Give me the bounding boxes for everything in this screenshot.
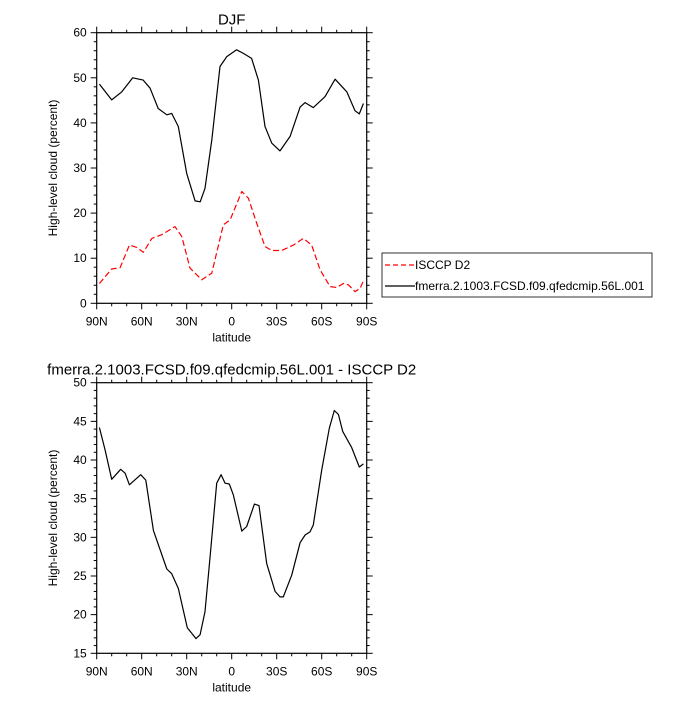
plot-frame [96, 382, 368, 654]
y-tick-label: 40 [73, 453, 87, 467]
series-line-model [98, 409, 364, 640]
y-tick-label: 45 [73, 414, 87, 428]
y-axis-label: High-level cloud (percent) [46, 450, 60, 587]
y-tick-label: 0 [80, 296, 87, 310]
x-tick-label: 60S [311, 314, 332, 328]
x-tick-label: 0 [228, 314, 235, 328]
y-tick-label: 25 [73, 569, 87, 583]
legend: ISCCP D2 fmerra.2.1003.FCSD.f09.qfedcmip… [381, 252, 653, 298]
x-tick-label: 90N [86, 664, 108, 678]
x-tick-label: 90S [356, 314, 377, 328]
series-line-model [98, 49, 364, 203]
legend-label-model: fmerra.2.1003.FCSD.f09.qfedcmip.56L.001 [415, 279, 645, 293]
x-tick-label: 30N [176, 314, 198, 328]
y-tick-label: 50 [73, 71, 87, 85]
y-tick-label: 20 [73, 206, 87, 220]
x-tick-label: 0 [228, 664, 235, 678]
plot-frame [96, 32, 368, 304]
x-axis-label: latitude [212, 330, 251, 344]
y-tick-label: 40 [73, 116, 87, 130]
x-tick-label: 90N [86, 314, 108, 328]
x-tick-label: 30S [266, 314, 287, 328]
y-axis-label: High-level cloud (percent) [46, 100, 60, 237]
x-tick-label: 60S [311, 664, 332, 678]
x-tick-label: 60N [131, 664, 153, 678]
x-tick-label: 30N [176, 664, 198, 678]
x-axis-label: latitude [212, 680, 251, 694]
series-line-isccp-d2 [98, 190, 364, 293]
chart-title: DJF [218, 12, 246, 29]
y-tick-label: 50 [73, 376, 87, 390]
x-tick-label: 30S [266, 664, 287, 678]
x-tick-label: 60N [131, 314, 153, 328]
chart-title: fmerra.2.1003.FCSD.f09.qfedcmip.56L.001 … [47, 362, 416, 379]
top-chart-djf: DJF 90N 60N 30N 0 30S 60S 90S 0 10 20 30 40 50 60 latit… [46, 12, 377, 345]
y-tick-label: 35 [73, 492, 87, 506]
y-tick-label: 15 [73, 646, 87, 660]
y-tick-label: 60 [73, 26, 87, 40]
legend-box [381, 252, 653, 298]
legend-label-isccp: ISCCP D2 [415, 258, 470, 272]
bottom-chart-difference: fmerra.2.1003.FCSD.f09.qfedcmip.56L.001 … [46, 362, 416, 695]
y-tick-label: 30 [73, 530, 87, 544]
y-tick-label: 30 [73, 161, 87, 175]
y-tick-label: 10 [73, 251, 87, 265]
y-tick-label: 20 [73, 608, 87, 622]
x-tick-label: 90S [356, 664, 377, 678]
